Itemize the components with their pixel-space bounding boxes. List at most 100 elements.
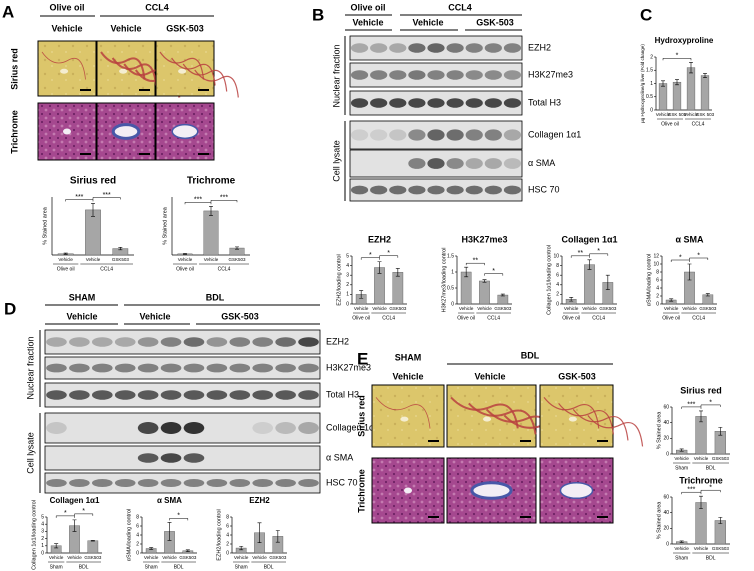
significance-bracket bbox=[681, 491, 702, 495]
y-tick-label: 4 bbox=[556, 282, 559, 288]
fibrosis bbox=[572, 409, 629, 441]
significance-bracket bbox=[670, 259, 690, 262]
group-header: CCL4 bbox=[145, 2, 169, 12]
group-header: SHAM bbox=[69, 292, 96, 302]
treatment-header: Vehicle bbox=[392, 371, 423, 381]
blot-band bbox=[370, 43, 388, 53]
y-tick-label: 4 bbox=[226, 532, 229, 538]
group-label: Sham bbox=[145, 564, 158, 570]
blot-band bbox=[252, 479, 274, 487]
y-tick-label: 4 bbox=[136, 532, 139, 538]
blot-band bbox=[427, 158, 445, 169]
error-bar bbox=[661, 80, 665, 87]
significance-bracket bbox=[184, 202, 212, 205]
blot-band bbox=[350, 70, 369, 80]
y-tick-label: 6 bbox=[136, 523, 139, 529]
treatment-header: Vehicle bbox=[352, 17, 383, 27]
error-bar bbox=[699, 410, 703, 423]
blot-band bbox=[465, 185, 483, 195]
x-tick-label: Vehicle bbox=[252, 555, 267, 560]
panel-label: D bbox=[4, 299, 16, 318]
blot-strip bbox=[44, 412, 321, 444]
y-tick-label: 60 bbox=[663, 404, 669, 410]
error-bar bbox=[669, 298, 674, 302]
bar bbox=[714, 520, 726, 545]
blot-band bbox=[183, 453, 205, 463]
blot-band bbox=[408, 129, 426, 141]
x-tick-label: GSK503 bbox=[712, 546, 730, 551]
treatment-header: GSK-503 bbox=[166, 23, 204, 33]
y-tick-label: 0.5 bbox=[646, 94, 653, 100]
y-tick-label: 0 bbox=[41, 550, 44, 556]
y-tick-label: 0 bbox=[666, 541, 669, 547]
treatment-header: Vehicle bbox=[474, 371, 505, 381]
blot-band bbox=[427, 129, 445, 141]
treatment-header: Vehicle bbox=[110, 23, 141, 33]
x-tick-label: Vehicle bbox=[459, 306, 474, 311]
significance-label: *** bbox=[687, 487, 695, 494]
error-bar bbox=[91, 203, 95, 217]
group-label: Sham bbox=[675, 555, 688, 561]
blot-band bbox=[69, 479, 90, 487]
error-bar bbox=[149, 547, 154, 550]
fibrosis bbox=[100, 51, 146, 80]
y-axis-label: H3K27me3/loading control bbox=[441, 248, 447, 313]
significance-bracket bbox=[700, 404, 721, 407]
y-tick-label: 0 bbox=[656, 301, 659, 307]
blot-band bbox=[69, 390, 90, 400]
error-bar bbox=[482, 279, 487, 283]
group-header: Olive oil bbox=[350, 2, 385, 12]
blot-band bbox=[206, 363, 228, 373]
y-tick-label: 6 bbox=[556, 273, 559, 279]
blot-band bbox=[114, 390, 136, 400]
significance-bracket bbox=[681, 406, 702, 409]
vessel bbox=[404, 487, 412, 494]
blot-band bbox=[350, 43, 369, 53]
blot-band bbox=[389, 98, 407, 108]
significance-label: *** bbox=[220, 195, 228, 202]
significance-label: * bbox=[679, 254, 682, 261]
blot-band bbox=[465, 70, 483, 80]
treatment-header: Vehicle bbox=[51, 23, 82, 33]
significance-bracket bbox=[360, 257, 380, 260]
fibrosis bbox=[111, 57, 158, 86]
blot-strip bbox=[44, 356, 321, 380]
error-bar bbox=[257, 522, 262, 543]
blot-band bbox=[114, 479, 136, 487]
y-tick-label: 1 bbox=[346, 292, 349, 298]
y-axis-label: % Stained area bbox=[162, 206, 168, 245]
treatment-header: GSK-503 bbox=[221, 311, 259, 321]
group-label: Sham bbox=[50, 564, 63, 570]
error-bar bbox=[359, 290, 364, 299]
histology-image bbox=[37, 40, 97, 97]
blot-band bbox=[183, 363, 205, 373]
blot-band bbox=[206, 390, 228, 400]
blot-band bbox=[503, 70, 522, 80]
blot-band bbox=[206, 337, 228, 347]
group-label: Olive oil bbox=[352, 315, 370, 321]
y-axis-label: % Stained area bbox=[42, 206, 48, 245]
x-tick-label: GSK503 bbox=[699, 306, 717, 311]
bar bbox=[203, 210, 219, 256]
chart-title: Collagen 1α1 bbox=[561, 234, 617, 244]
bar bbox=[672, 81, 682, 111]
group-header: Olive oil bbox=[49, 2, 84, 12]
treatment-header: Vehicle bbox=[66, 311, 97, 321]
blot-band bbox=[484, 185, 502, 195]
band-label: EZH2 bbox=[326, 336, 349, 346]
group-label: Olive oil bbox=[562, 315, 580, 321]
chart-title: Trichrome bbox=[679, 475, 723, 485]
group-header: SHAM bbox=[395, 352, 422, 362]
y-tick-label: 4 bbox=[41, 522, 44, 528]
y-tick-label: 0 bbox=[346, 301, 349, 307]
blot-band bbox=[389, 70, 407, 80]
error-bar bbox=[377, 261, 382, 274]
blot-band bbox=[484, 98, 502, 108]
blot-band bbox=[298, 363, 319, 373]
y-axis-label: αSMA/loading control bbox=[646, 254, 652, 306]
error-bar bbox=[605, 274, 610, 290]
fibrosis bbox=[41, 51, 86, 80]
chart-title: Sirius red bbox=[680, 385, 722, 395]
blot-band bbox=[252, 422, 274, 434]
treatment-header: Vehicle bbox=[139, 311, 170, 321]
